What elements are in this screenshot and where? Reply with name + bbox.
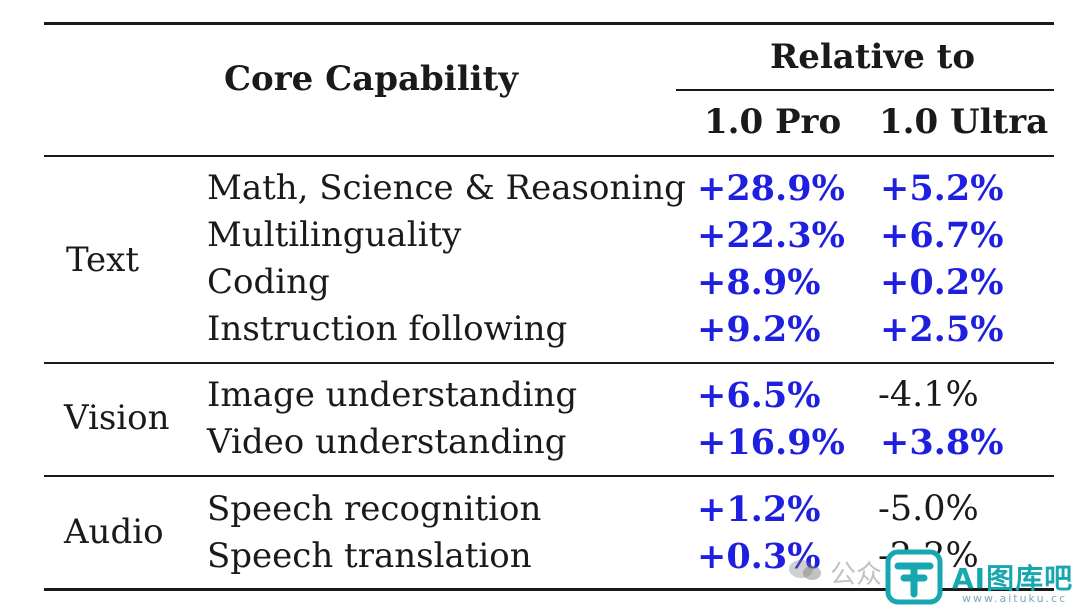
ultra-value: +5.2%	[880, 168, 1004, 209]
capability-label: Speech translation	[207, 536, 532, 576]
capability-label: Coding	[207, 262, 330, 302]
pro-value: +28.9%	[697, 168, 845, 209]
group-label-vision: Vision	[64, 398, 170, 438]
pro-value: +9.2%	[697, 309, 821, 350]
ultra-value: +3.8%	[880, 422, 1004, 463]
core-capability-header: Core Capability	[224, 59, 518, 99]
aituku-logo-icon	[885, 549, 943, 605]
top-rule	[44, 22, 1054, 25]
ultra-column-header: 1.0 Ultra	[879, 102, 1049, 142]
ultra-value: -5.0%	[878, 489, 979, 529]
relative-to-header: Relative to	[770, 37, 976, 77]
watermark-brand: AI图库吧	[952, 562, 1074, 595]
pro-value: +16.9%	[697, 422, 845, 463]
group-label-text: Text	[66, 240, 139, 280]
capability-label: Image understanding	[207, 375, 578, 415]
pro-value: +0.3%	[697, 536, 821, 577]
capability-label: Video understanding	[207, 422, 567, 462]
capability-label: Multilinguality	[207, 215, 462, 255]
ultra-value: +6.7%	[880, 215, 1004, 256]
pro-column-header: 1.0 Pro	[704, 102, 842, 142]
capability-label: Speech recognition	[207, 489, 542, 529]
bottom-rule	[44, 588, 1054, 591]
chat-bubble-icon	[789, 560, 821, 580]
vision-group-rule	[44, 475, 1054, 477]
text-group-rule	[44, 362, 1054, 364]
watermark-text: 公众	[830, 560, 883, 590]
pro-value: +1.2%	[697, 489, 821, 530]
capability-label: Instruction following	[207, 309, 568, 349]
pro-value: +22.3%	[697, 215, 845, 256]
ultra-value: -4.1%	[878, 375, 979, 415]
pro-value: +8.9%	[697, 262, 821, 303]
relative-to-underline	[676, 89, 1054, 91]
ultra-value: +0.2%	[880, 262, 1004, 303]
group-label-audio: Audio	[64, 512, 164, 552]
ultra-value: +2.5%	[880, 309, 1004, 350]
pro-value: +6.5%	[697, 375, 821, 416]
header-rule	[44, 155, 1054, 157]
capability-label: Math, Science & Reasoning	[207, 168, 686, 208]
watermark-url: www.aituku.cc	[962, 592, 1068, 605]
